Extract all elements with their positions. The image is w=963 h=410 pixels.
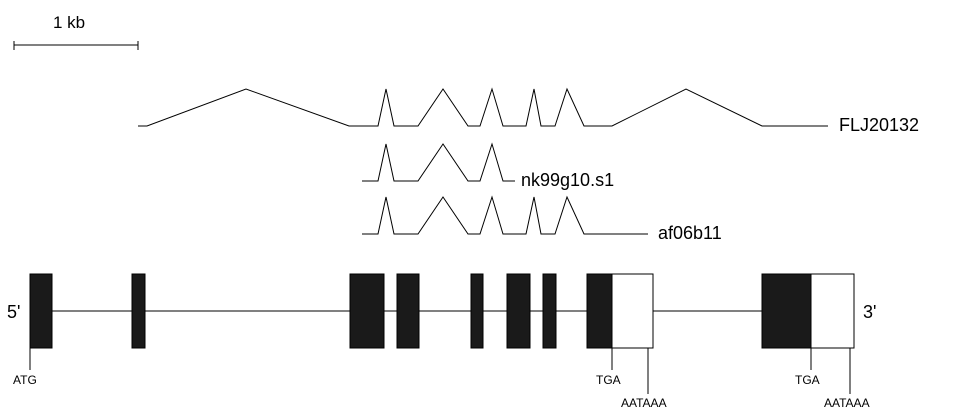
stop-codon-label-1: TGA	[596, 373, 621, 387]
exon-9-coding	[761, 273, 812, 349]
exon-1	[29, 273, 53, 349]
five-prime-label: 5'	[7, 302, 20, 322]
transcript-af06b11: af06b11	[362, 195, 722, 243]
three-prime-label: 3'	[863, 302, 876, 322]
polya-signal-label-2: AATAAA	[824, 396, 870, 410]
exon-9-utr	[810, 273, 855, 349]
exon-5	[470, 273, 484, 349]
exon-8-utr	[611, 273, 654, 349]
transcript-af06b11-splicing-line	[362, 195, 648, 235]
exon-7	[542, 273, 557, 349]
transcript-flj20132-label: FLJ20132	[839, 115, 919, 135]
start-codon-label: ATG	[13, 373, 37, 387]
scale-bar-label: 1 kb	[53, 13, 85, 32]
exon-4	[396, 273, 420, 349]
transcript-nk99g10-label: nk99g10.s1	[521, 170, 614, 190]
exon-3	[349, 273, 385, 349]
transcript-flj20132-splicing-line	[138, 87, 828, 127]
exon-6	[506, 273, 531, 349]
scale-bar: 1 kb	[13, 13, 139, 50]
transcript-nk99g10-splicing-line	[362, 142, 515, 182]
transcript-nk99g10: nk99g10.s1	[362, 142, 614, 190]
gene-model: 5' 3' ATG TGA AATAAA TGA AATAAA	[7, 273, 876, 410]
exon-2	[131, 273, 146, 349]
transcript-af06b11-label: af06b11	[658, 223, 722, 243]
stop-codon-label-2: TGA	[795, 373, 820, 387]
transcript-flj20132: FLJ20132	[138, 87, 919, 135]
exon-8-coding	[586, 273, 613, 349]
polya-signal-label-1: AATAAA	[621, 396, 667, 410]
